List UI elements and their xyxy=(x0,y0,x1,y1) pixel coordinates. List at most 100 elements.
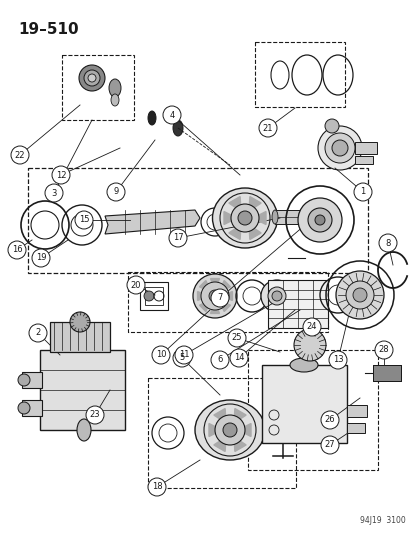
Text: 12: 12 xyxy=(56,171,66,180)
Text: 2: 2 xyxy=(35,328,40,337)
Text: 14: 14 xyxy=(233,353,244,362)
Circle shape xyxy=(169,229,187,247)
Circle shape xyxy=(173,349,190,367)
Circle shape xyxy=(163,106,180,124)
Circle shape xyxy=(317,126,361,170)
Polygon shape xyxy=(199,280,210,292)
Polygon shape xyxy=(219,300,230,311)
Polygon shape xyxy=(214,409,225,423)
Text: 24: 24 xyxy=(306,322,316,332)
Circle shape xyxy=(29,324,47,342)
Circle shape xyxy=(70,312,90,332)
Polygon shape xyxy=(199,300,210,311)
Circle shape xyxy=(320,411,338,429)
Ellipse shape xyxy=(111,94,119,106)
Polygon shape xyxy=(248,197,261,211)
Polygon shape xyxy=(105,210,199,234)
Circle shape xyxy=(75,211,93,229)
Circle shape xyxy=(32,249,50,267)
Ellipse shape xyxy=(212,188,277,248)
Polygon shape xyxy=(233,437,246,451)
Polygon shape xyxy=(210,302,219,313)
Circle shape xyxy=(352,288,366,302)
Circle shape xyxy=(214,415,244,445)
Circle shape xyxy=(271,291,281,301)
Ellipse shape xyxy=(303,210,309,224)
Bar xyxy=(128,272,327,332)
Bar xyxy=(140,282,168,310)
Circle shape xyxy=(127,276,145,294)
Bar xyxy=(274,210,306,224)
Text: 25: 25 xyxy=(231,334,242,343)
Circle shape xyxy=(374,341,392,359)
Bar xyxy=(267,280,327,328)
Circle shape xyxy=(79,65,105,91)
Bar xyxy=(372,365,400,381)
Text: 5: 5 xyxy=(179,353,184,362)
Bar xyxy=(22,400,42,416)
Text: 19–510: 19–510 xyxy=(18,22,78,37)
Circle shape xyxy=(378,234,396,252)
Circle shape xyxy=(52,166,70,184)
Ellipse shape xyxy=(271,210,277,224)
Circle shape xyxy=(331,140,347,156)
Circle shape xyxy=(144,291,154,301)
Circle shape xyxy=(237,211,252,225)
Text: 23: 23 xyxy=(90,410,100,419)
Circle shape xyxy=(297,198,341,242)
Polygon shape xyxy=(221,292,232,301)
Text: 4: 4 xyxy=(169,110,174,119)
Bar xyxy=(261,365,346,443)
Polygon shape xyxy=(223,212,236,224)
Circle shape xyxy=(8,241,26,259)
Text: 94J19  3100: 94J19 3100 xyxy=(359,516,405,525)
Circle shape xyxy=(293,329,325,361)
Polygon shape xyxy=(219,280,230,292)
Bar xyxy=(354,142,376,154)
Circle shape xyxy=(230,349,247,367)
Text: 7: 7 xyxy=(217,294,222,303)
Bar xyxy=(40,350,125,430)
Text: 15: 15 xyxy=(78,215,89,224)
Text: 20: 20 xyxy=(131,280,141,289)
Circle shape xyxy=(201,282,228,310)
Circle shape xyxy=(353,183,371,201)
Ellipse shape xyxy=(173,120,183,136)
Polygon shape xyxy=(214,437,225,451)
Circle shape xyxy=(211,351,228,369)
Polygon shape xyxy=(210,279,219,290)
Circle shape xyxy=(175,346,192,364)
Circle shape xyxy=(259,119,276,137)
Text: 28: 28 xyxy=(378,345,388,354)
Polygon shape xyxy=(209,424,221,437)
Circle shape xyxy=(345,281,373,309)
Circle shape xyxy=(230,204,259,232)
Circle shape xyxy=(107,183,125,201)
Circle shape xyxy=(335,271,383,319)
Polygon shape xyxy=(237,424,250,437)
Circle shape xyxy=(152,346,170,364)
Bar xyxy=(62,55,134,120)
Text: 22: 22 xyxy=(15,150,25,159)
Text: 26: 26 xyxy=(324,416,335,424)
Ellipse shape xyxy=(109,79,121,97)
Circle shape xyxy=(209,290,221,302)
Polygon shape xyxy=(228,197,240,211)
Polygon shape xyxy=(233,409,246,423)
Circle shape xyxy=(302,318,320,336)
Bar xyxy=(346,423,364,433)
Ellipse shape xyxy=(147,111,156,125)
Circle shape xyxy=(18,402,30,414)
Circle shape xyxy=(192,274,236,318)
Circle shape xyxy=(18,374,30,386)
Circle shape xyxy=(267,287,285,305)
Ellipse shape xyxy=(77,419,91,441)
Text: 9: 9 xyxy=(113,188,119,197)
Text: 8: 8 xyxy=(385,238,390,247)
Circle shape xyxy=(324,119,338,133)
Text: 6: 6 xyxy=(217,356,222,365)
Text: 3: 3 xyxy=(51,189,57,198)
Circle shape xyxy=(307,208,331,232)
Bar xyxy=(28,168,367,273)
Text: 13: 13 xyxy=(332,356,342,365)
